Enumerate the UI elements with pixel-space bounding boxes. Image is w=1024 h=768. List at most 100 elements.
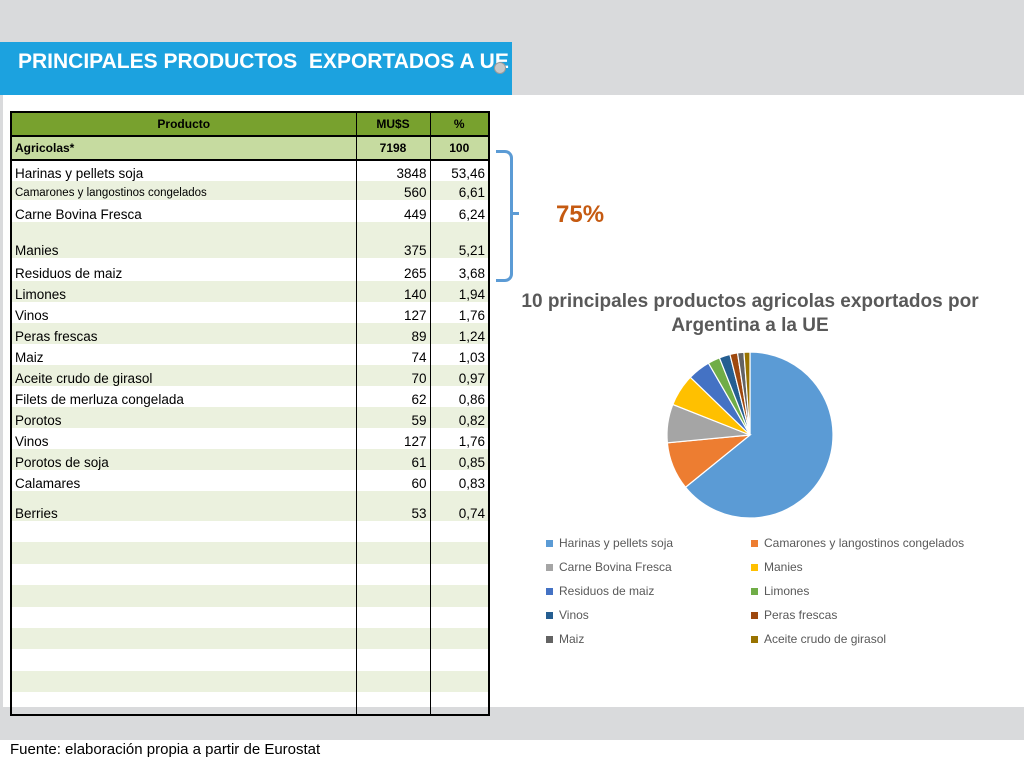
table-cell-product: Carne Bovina Fresca (10, 200, 357, 222)
highlight-percentage: 75% (556, 201, 605, 228)
legend-item: Harinas y pellets soja (546, 536, 751, 550)
legend-item: Limones (751, 584, 981, 598)
table-cell-pct: 0,82 (429, 407, 490, 428)
pie-slice-9 (743, 351, 751, 436)
table-cell-pct: 1,76 (429, 428, 490, 449)
table-empty-cell (429, 542, 490, 564)
legend-swatch (546, 563, 553, 571)
table-empty-cell (429, 692, 490, 715)
table-empty-cell (10, 521, 357, 542)
table-row: Carne Bovina Fresca 449 6,24 (10, 200, 490, 222)
table-empty-cell (10, 542, 357, 564)
total-product: Agricolas* (10, 136, 357, 161)
table-empty-cell (429, 564, 490, 585)
table-empty-cell (355, 692, 431, 715)
table-empty-cell (429, 649, 490, 671)
table-row: Porotos de soja 61 0,85 (10, 449, 490, 470)
table-empty-cell (10, 692, 357, 715)
table-empty-cell (429, 585, 490, 607)
table-cell-value: 53 (355, 491, 431, 521)
table-cell-product: Maiz (10, 344, 357, 365)
legend-item: Camarones y langostinos congelados (751, 536, 981, 550)
table-empty-cell (355, 671, 431, 692)
table-empty-row (10, 542, 490, 564)
table-empty-cell (429, 628, 490, 649)
table-row: Vinos 127 1,76 (10, 302, 490, 323)
table-empty-cell (355, 564, 431, 585)
table-cell-pct: 0,97 (429, 365, 490, 386)
legend-label: Maiz (559, 632, 585, 646)
table-cell-pct: 6,61 (429, 181, 490, 200)
legend-item: Maiz (546, 632, 751, 646)
table-cell-product: Residuos de maiz (10, 258, 357, 281)
table-cell-pct: 1,24 (429, 323, 490, 344)
legend-swatch (751, 611, 758, 619)
legend-swatch (751, 587, 758, 595)
table-empty-row (10, 564, 490, 585)
table-total-row: Agricolas* 7198 100 (10, 136, 490, 161)
table-row: Maiz 74 1,03 (10, 344, 490, 365)
left-strip (0, 95, 3, 707)
pie-chart (666, 351, 834, 519)
bracket-shape (496, 150, 513, 282)
table-cell-product: Manies (10, 222, 357, 258)
legend-swatch (546, 635, 553, 643)
table-empty-cell (355, 628, 431, 649)
table-row: Vinos 127 1,76 (10, 428, 490, 449)
table-cell-product: Porotos de soja (10, 449, 357, 470)
legend-swatch (546, 611, 553, 619)
table-empty-row (10, 521, 490, 542)
header-producto: Producto (10, 112, 357, 137)
legend-label: Harinas y pellets soja (559, 536, 674, 550)
table-cell-pct: 0,86 (429, 386, 490, 407)
table-cell-product: Porotos (10, 407, 357, 428)
legend-swatch (751, 635, 758, 643)
table-empty-row (10, 649, 490, 671)
table-cell-value: 560 (355, 181, 431, 200)
table-row: Residuos de maiz 265 3,68 (10, 258, 490, 281)
table-cell-pct: 0,74 (429, 491, 490, 521)
table-cell-pct: 3,68 (429, 258, 490, 281)
table-cell-value: 127 (355, 428, 431, 449)
table-cell-pct: 53,46 (429, 160, 490, 181)
table-cell-pct: 1,03 (429, 344, 490, 365)
legend-label: Limones (764, 584, 810, 598)
table-cell-product: Peras frescas (10, 323, 357, 344)
legend-swatch (751, 563, 758, 571)
legend-label: Aceite crudo de girasol (764, 632, 887, 646)
table-empty-cell (355, 607, 431, 628)
table-cell-value: 449 (355, 200, 431, 222)
table-cell-value: 375 (355, 222, 431, 258)
table-empty-cell (429, 607, 490, 628)
table-cell-product: Vinos (10, 302, 357, 323)
table-row: Limones 140 1,94 (10, 281, 490, 302)
table-cell-product: Harinas y pellets soja (10, 160, 357, 181)
table-empty-cell (355, 585, 431, 607)
legend-swatch (546, 539, 553, 547)
table-empty-cell (355, 521, 431, 542)
table-header-row: Producto MU$S % (10, 112, 490, 137)
header-value: MU$S (355, 112, 431, 137)
table-cell-value: 265 (355, 258, 431, 281)
table-cell-value: 61 (355, 449, 431, 470)
table-empty-cell (429, 671, 490, 692)
table-empty-cell (355, 542, 431, 564)
table-empty-cell (10, 607, 357, 628)
legend-swatch (546, 587, 553, 595)
table-cell-pct: 1,76 (429, 302, 490, 323)
chart-legend: Harinas y pellets soja Camarones y langos… (546, 536, 986, 646)
legend-label: Manies (764, 560, 803, 574)
table-cell-pct: 1,94 (429, 281, 490, 302)
table-empty-cell (10, 628, 357, 649)
table-cell-pct: 6,24 (429, 200, 490, 222)
table-cell-pct: 5,21 (429, 222, 490, 258)
legend-item: Residuos de maiz (546, 584, 751, 598)
table-cell-value: 3848 (355, 160, 431, 181)
table-cell-value: 59 (355, 407, 431, 428)
legend-swatch (751, 539, 758, 547)
legend-item: Peras frescas (751, 608, 981, 622)
table-cell-value: 127 (355, 302, 431, 323)
legend-item: Manies (751, 560, 981, 574)
legend-item: Aceite crudo de girasol (751, 632, 981, 646)
legend-item: Carne Bovina Fresca (546, 560, 751, 574)
